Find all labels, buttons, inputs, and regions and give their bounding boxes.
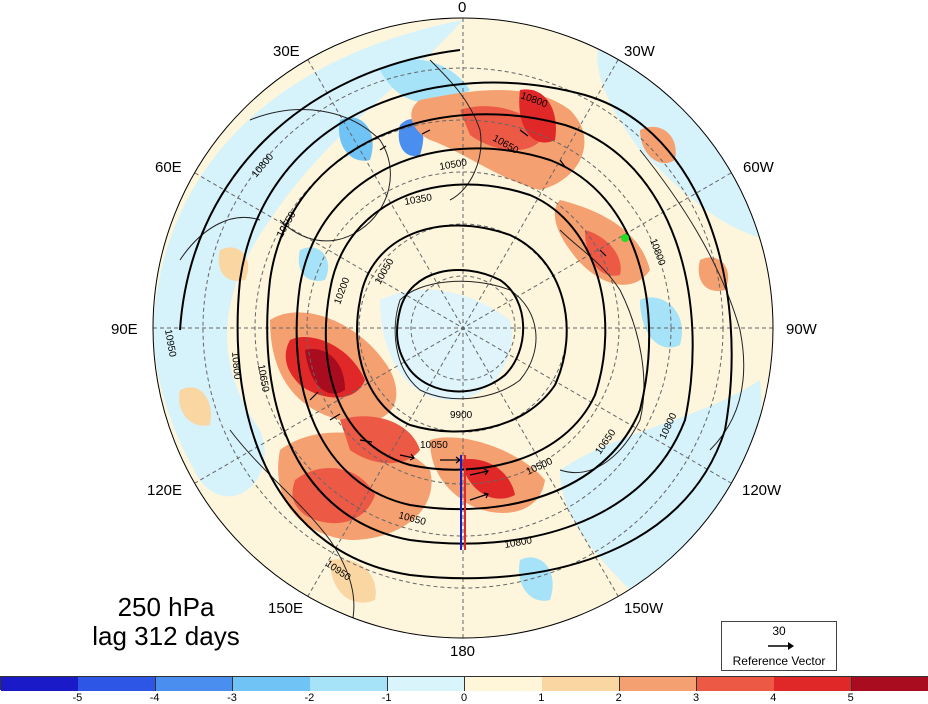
lon-label-30w: 30W [624,43,655,60]
colorbar-segment [155,677,234,691]
colorbar-tick-label: -2 [304,692,315,704]
contour-label: 10650 [255,364,271,394]
colorbar [0,676,928,691]
lon-label-60e: 60E [155,159,182,176]
lon-label-150w: 150W [624,600,664,617]
lon-label-120w: 120W [742,482,782,499]
colorbar-segment [1,677,79,691]
colorbar-segment [310,677,389,691]
lon-label-180: 180 [450,643,476,660]
contour-label: 10800 [504,535,534,551]
colorbar-segment [387,677,466,691]
lon-label-150e: 150E [268,600,304,617]
location-marker [621,234,629,242]
colorbar-tick-label: -3 [227,692,237,704]
lon-label-30e: 30E [273,43,300,60]
lon-label-0: 0 [458,0,467,16]
height-contours [179,49,733,580]
colorbar-segment [465,677,543,691]
wind-vectors [309,129,607,501]
reference-vector-magnitude: 30 [772,624,786,638]
pressure-level: 250 hPa [117,592,215,622]
colorbar-tick-label: 2 [615,692,622,704]
contour-label: 10950 [162,329,178,359]
colorbar-tick-label: 1 [538,692,545,704]
polar-map: 10800 10650 10500 10350 10200 10050 9900… [152,17,774,639]
colorbar-tick-label: 3 [692,692,700,704]
lon-label-120e: 120E [147,482,183,499]
coastlines [179,59,745,631]
section-line [460,455,466,550]
map-boundary [152,17,774,639]
figure-title: 250 hPa lag 312 days [76,593,256,651]
reference-vector-box: 30 Reference Vector [721,621,837,671]
colorbar-tick-label: -4 [149,692,160,704]
contour-label: 10500 [439,157,469,173]
colorbar-segment [774,677,853,691]
lon-label-60w: 60W [743,159,774,176]
colorbar-segment [78,677,157,691]
colorbar-segment [697,677,775,691]
colorbar-tick-label: -5 [72,692,83,704]
contour-label: 10350 [404,192,434,208]
lon-label-90e: 90E [111,321,138,338]
lon-label-90w: 90W [786,321,817,338]
colorbar-segment [542,677,621,691]
colorbar-segment [233,677,311,691]
anomaly-field [153,18,773,638]
colorbar-segment [851,677,928,691]
reference-vector-label: Reference Vector [732,654,826,668]
colorbar-tick-label: -1 [381,692,392,704]
colorbar-tick-label: 4 [770,692,777,704]
colorbar-tick-label: 0 [460,692,468,704]
colorbar-tick-label: 5 [847,692,854,704]
contour-label: 10800 [229,351,242,380]
contour-label: 9900 [450,410,473,421]
lag-label: lag 312 days [92,621,240,651]
reference-arrow-icon [768,642,794,650]
contour-label: 10050 [420,440,448,451]
colorbar-segment [619,677,698,691]
